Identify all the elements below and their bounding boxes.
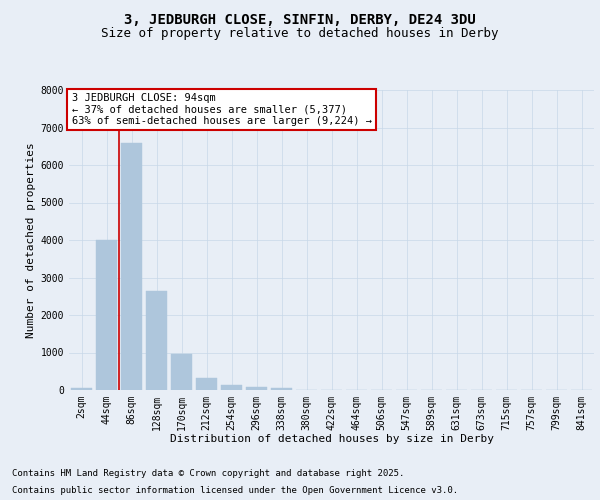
Bar (146, 290, 167, 390)
Bar (271, 388, 292, 390)
Bar (121, 142, 142, 390)
Bar (171, 354, 192, 390)
X-axis label: Distribution of detached houses by size in Derby: Distribution of detached houses by size … (170, 434, 493, 444)
Y-axis label: Number of detached properties: Number of detached properties (26, 142, 37, 338)
Text: 3 JEDBURGH CLOSE: 94sqm
← 37% of detached houses are smaller (5,377)
63% of semi: 3 JEDBURGH CLOSE: 94sqm ← 37% of detache… (71, 93, 371, 126)
Text: Size of property relative to detached houses in Derby: Size of property relative to detached ho… (101, 28, 499, 40)
Bar (221, 385, 242, 390)
Text: Contains public sector information licensed under the Open Government Licence v3: Contains public sector information licen… (12, 486, 458, 495)
Bar (96, 240, 117, 390)
Bar (71, 388, 92, 390)
Text: 3, JEDBURGH CLOSE, SINFIN, DERBY, DE24 3DU: 3, JEDBURGH CLOSE, SINFIN, DERBY, DE24 3… (124, 12, 476, 26)
Text: Contains HM Land Registry data © Crown copyright and database right 2025.: Contains HM Land Registry data © Crown c… (12, 468, 404, 477)
Bar (246, 388, 267, 390)
Bar (196, 378, 217, 390)
